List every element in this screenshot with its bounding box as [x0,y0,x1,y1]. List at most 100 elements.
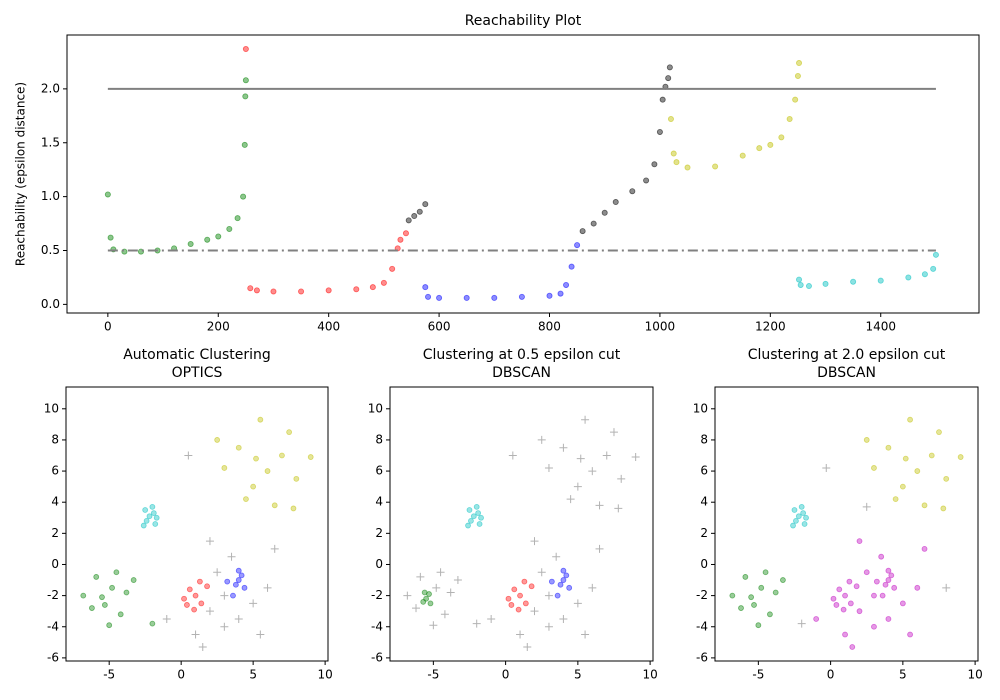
noise-point [249,599,258,608]
x-tick-label: 200 [207,320,230,334]
axes-frame [66,34,980,314]
noise-point [609,428,618,437]
noise-point [530,537,539,546]
point [242,77,249,84]
point [748,594,755,601]
point [271,502,278,509]
noise-point [595,501,604,510]
point [286,429,293,436]
noise-point [862,502,871,511]
point [905,274,912,281]
y-tick-label: 4 [700,495,708,509]
point [235,567,242,574]
point [475,510,482,517]
point [856,538,863,545]
point [665,75,672,82]
point [204,583,210,590]
point [751,602,757,608]
point [780,577,786,583]
point [758,584,765,591]
point [511,586,518,593]
point [755,622,762,629]
noise-point [822,463,831,472]
point [940,505,947,512]
point [885,567,892,574]
point [612,199,619,206]
point [840,606,847,613]
noise-point [797,619,806,628]
point [325,287,332,294]
y-tick-label: 0 [375,557,383,571]
point [899,483,906,490]
point [667,116,674,123]
y-tick-label: 2 [51,526,59,540]
point [253,455,259,462]
noise-point [220,622,229,631]
point [478,514,484,521]
x-tick-label: -5 [427,668,439,682]
y-tick-label: 0 [700,557,708,571]
x-tick-label: 5 [574,668,582,682]
point [836,586,843,593]
point [568,263,575,270]
point [307,454,314,460]
point [243,496,249,502]
point [888,572,895,579]
noise-point [205,537,214,546]
point [756,145,763,152]
point [476,521,483,527]
point [659,96,666,103]
point [560,577,567,583]
point [666,64,673,71]
point [257,416,264,423]
point [192,592,199,599]
chart-subtitle: DBSCAN [492,365,551,381]
noise-point [602,451,611,460]
point [99,594,105,601]
point [522,600,529,607]
point [885,616,892,622]
point [198,600,205,607]
point [902,455,909,462]
point [833,602,840,608]
point [793,517,799,524]
noise-point [523,642,532,651]
point [146,513,153,520]
point [235,444,242,451]
y-tick-label: 2 [375,526,383,540]
point [421,589,428,596]
point [803,514,809,521]
noise-point [516,630,525,639]
noise-point [576,454,585,463]
point [801,521,808,527]
noise-point [472,619,481,628]
point [436,294,443,301]
point [921,546,928,552]
noise-point [544,463,553,472]
noise-point [537,568,546,577]
point [515,606,522,613]
point [204,236,211,243]
noise-point [508,451,517,460]
point [849,644,856,650]
point [842,592,848,599]
point [247,285,254,292]
point [241,141,248,148]
noise-point [416,572,425,581]
point [93,574,100,580]
point [505,595,512,602]
x-tick-label: 600 [428,320,451,334]
point [579,228,586,235]
y-tick-label: 10 [693,401,708,415]
noise-point [227,552,236,561]
point [241,584,248,591]
point [470,513,477,520]
point [196,578,203,585]
point [767,611,773,618]
noise-point [559,443,568,452]
point [117,611,124,618]
y-tick-label: -2 [371,588,383,602]
point [468,517,474,524]
point [885,444,892,451]
